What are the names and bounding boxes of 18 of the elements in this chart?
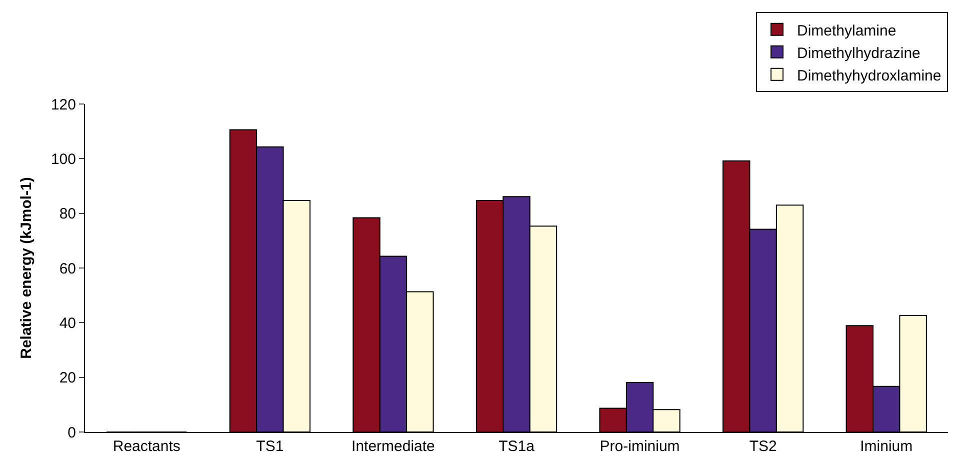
x-tick-label: Pro-iminium bbox=[600, 438, 680, 455]
y-tick-label: 60 bbox=[59, 260, 76, 278]
y-tick-label: 20 bbox=[59, 370, 76, 387]
x-tick-label: TS2 bbox=[749, 438, 777, 455]
x-tick-label: TS1a bbox=[498, 438, 536, 455]
y-tick-label: 80 bbox=[59, 206, 76, 223]
x-tick-label: TS1 bbox=[256, 438, 284, 455]
y-tick-label: 100 bbox=[50, 150, 76, 168]
x-tick-label: Iminium bbox=[860, 438, 913, 455]
legend-label: Dimethylhydrazine bbox=[797, 44, 920, 62]
legend-label: Dimethylamine bbox=[797, 22, 896, 40]
y-axis-title: Relative energy (kJmol-1) bbox=[18, 177, 36, 359]
y-tick-label: 40 bbox=[59, 314, 76, 332]
y-tick-label: 0 bbox=[68, 424, 76, 442]
y-tick-label: 120 bbox=[50, 96, 76, 114]
legend-label: Dimethyhydroxlamine bbox=[797, 67, 942, 84]
x-tick-label: Reactants bbox=[112, 438, 180, 455]
x-tick-label: Intermediate bbox=[352, 438, 435, 455]
